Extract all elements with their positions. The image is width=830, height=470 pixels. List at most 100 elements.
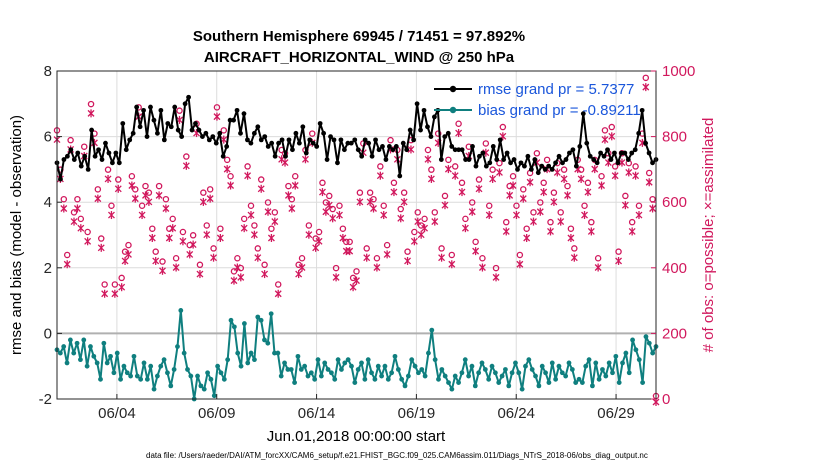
obs-possible-point <box>74 195 81 203</box>
rmse-point <box>456 147 462 153</box>
obs-assimilated-point <box>145 197 153 206</box>
bias-point <box>630 337 635 343</box>
rmse-point <box>418 127 423 133</box>
obs-possible-point <box>149 225 156 232</box>
obs-possible-point <box>404 248 411 255</box>
rmse-point <box>442 134 448 140</box>
obs-possible-point <box>343 238 350 246</box>
bias-point <box>416 370 421 376</box>
bias-point <box>171 367 177 372</box>
rmse-point <box>106 150 112 156</box>
bias-point <box>57 350 63 356</box>
bias-point <box>429 327 435 333</box>
rmse-point <box>82 153 88 159</box>
obs-possible-point <box>138 202 146 210</box>
bias-point <box>98 376 103 382</box>
obs-assimilated-point <box>118 283 126 292</box>
obs-possible-point <box>509 172 517 180</box>
obs-possible-point <box>543 156 551 164</box>
obs-possible-point <box>479 254 486 262</box>
bias-point <box>312 376 318 382</box>
obs-assimilated-point <box>625 168 633 177</box>
obs-possible-point <box>145 189 153 196</box>
y-right-tick-label-1: 200 <box>662 325 687 342</box>
obs-assimilated-point <box>305 230 313 239</box>
obs-assimilated-point <box>513 211 520 220</box>
bias-point <box>325 367 331 372</box>
bias-point <box>442 373 448 379</box>
obs-possible-point <box>434 130 442 137</box>
bias-point <box>342 360 348 366</box>
bias-point <box>419 367 425 372</box>
rmse-point <box>445 130 451 136</box>
rmse-point <box>193 121 198 126</box>
bias-point <box>549 360 555 366</box>
bias-point <box>496 380 502 385</box>
obs-possible-point <box>220 127 228 134</box>
obs-assimilated-point <box>642 83 650 92</box>
obs-assimilated-point <box>560 174 568 183</box>
obs-assimilated-point <box>567 234 575 242</box>
bias-point <box>399 376 405 382</box>
rmse-point <box>542 167 548 172</box>
bias-point <box>506 383 512 389</box>
obs-possible-point <box>70 209 78 216</box>
y-axis-right-label: # of obs: o=possible; ×=assimilated <box>700 118 717 353</box>
obs-possible-point <box>353 268 360 275</box>
obs-assimilated-point <box>557 217 565 226</box>
rmse-point <box>78 163 84 169</box>
bias-point <box>168 383 174 389</box>
bias-point <box>181 350 187 356</box>
bias-point <box>636 357 642 363</box>
obs-possible-point <box>502 218 510 226</box>
rmse-point <box>109 160 115 166</box>
obs-assimilated-point <box>611 171 619 180</box>
rmse-point <box>618 150 624 156</box>
obs-assimilated-point <box>250 230 258 239</box>
bias-point <box>198 383 204 389</box>
obs-possible-point <box>291 172 299 180</box>
obs-possible-point <box>77 215 85 223</box>
bias-point <box>151 386 157 392</box>
obs-possible-point <box>400 189 408 196</box>
bias-point <box>285 367 291 372</box>
obs-assimilated-point <box>649 204 657 213</box>
rmse-point <box>380 144 385 149</box>
bias-point <box>104 360 110 366</box>
obs-possible-point <box>118 274 125 282</box>
obs-possible-point <box>285 182 292 190</box>
rmse-point <box>470 144 475 149</box>
obs-possible-point <box>169 215 176 223</box>
rmse-point <box>155 130 160 136</box>
obs-possible-point <box>227 172 234 180</box>
obs-possible-point <box>438 245 445 252</box>
rmse-point <box>466 157 472 162</box>
obs-possible-point <box>632 163 639 170</box>
rmse-point <box>414 101 420 107</box>
obs-possible-point <box>530 209 537 216</box>
bias-point <box>245 360 251 366</box>
bias-point <box>211 393 217 399</box>
obs-possible-point <box>162 195 170 203</box>
bias-point <box>352 380 358 385</box>
obs-possible-point <box>274 281 282 288</box>
obs-assimilated-point <box>125 250 132 259</box>
bias-point <box>449 386 455 392</box>
rmse-point <box>504 150 510 156</box>
bias-point <box>579 380 585 385</box>
rmse-series <box>54 94 659 182</box>
obs-assimilated-point <box>244 171 252 180</box>
rmse-point <box>127 137 133 143</box>
rmse-point <box>556 153 562 159</box>
obs-possible-point <box>87 100 95 108</box>
rmse-point <box>103 140 108 146</box>
bias-point <box>228 317 234 323</box>
obs-assimilated-point <box>353 276 360 285</box>
bias-point <box>613 353 619 359</box>
rmse-point <box>175 127 181 133</box>
obs-possible-point <box>234 254 241 262</box>
obs-possible-point <box>581 202 588 210</box>
obs-possible-point <box>322 199 330 206</box>
rmse-point <box>639 107 645 113</box>
obs-assimilated-point <box>397 214 405 223</box>
